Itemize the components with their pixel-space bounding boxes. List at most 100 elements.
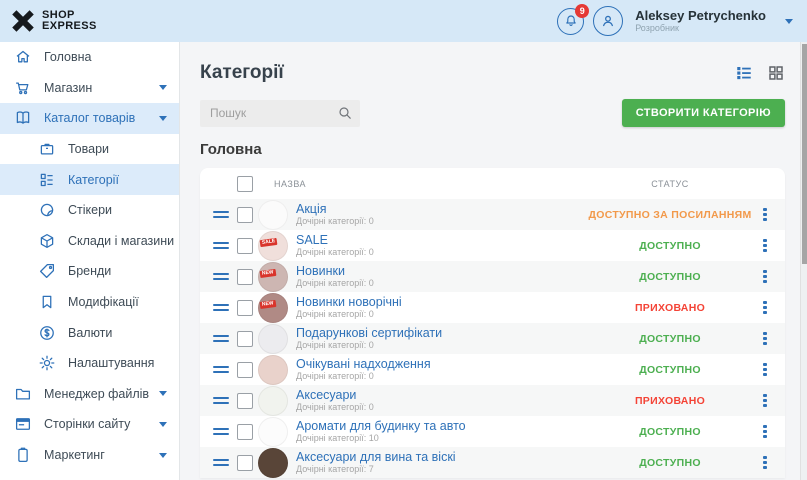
- sidebar-item-label: Налаштування: [68, 356, 155, 371]
- drag-handle-icon[interactable]: [213, 210, 229, 219]
- row-checkbox[interactable]: [237, 299, 253, 316]
- sidebar-item-label: Категорії: [68, 172, 119, 187]
- sidebar-item-stickers[interactable]: Стікери: [0, 195, 179, 226]
- sidebar-item-label: Каталог товарів: [44, 111, 136, 126]
- sidebar-item-home[interactable]: Головна: [0, 42, 179, 73]
- category-link[interactable]: Акція: [296, 202, 327, 216]
- create-category-button[interactable]: СТВОРИТИ КАТЕГОРІЮ: [621, 99, 785, 127]
- children-count: Дочірні категорії: 0: [296, 247, 374, 257]
- category-link[interactable]: Новинки новорічні: [296, 295, 402, 309]
- kebab-menu-icon[interactable]: [759, 424, 771, 439]
- table-row[interactable]: Аксесуари Дочірні категорії: 0 ПРИХОВАНО: [200, 385, 785, 416]
- status-badge: ПРИХОВАНО: [634, 394, 706, 407]
- row-checkbox[interactable]: [237, 237, 253, 254]
- scrollbar-thumb[interactable]: [801, 44, 807, 264]
- drag-handle-icon[interactable]: [213, 396, 229, 405]
- category-image: [258, 385, 288, 416]
- category-image: NEW: [258, 292, 288, 323]
- logo-line2: EXPRESS: [42, 20, 97, 32]
- sidebar-item-currencies[interactable]: Валюти: [0, 317, 179, 348]
- kebab-menu-icon[interactable]: [759, 269, 771, 284]
- status-badge: ДОСТУПНО: [639, 332, 701, 345]
- chevron-down-icon[interactable]: [785, 18, 793, 24]
- row-checkbox[interactable]: [237, 454, 253, 471]
- select-all-checkbox[interactable]: [237, 175, 253, 192]
- status-badge: ПРИХОВАНО: [634, 301, 706, 314]
- scrollbar: [800, 42, 807, 480]
- drag-handle-icon[interactable]: [213, 365, 229, 374]
- category-link[interactable]: Очікувані надходження: [296, 357, 431, 371]
- sidebar-item-settings[interactable]: Налаштування: [0, 348, 179, 379]
- row-checkbox[interactable]: [237, 392, 253, 409]
- user-avatar-button[interactable]: [593, 6, 624, 36]
- row-checkbox[interactable]: [237, 330, 253, 347]
- search-icon[interactable]: [337, 105, 353, 126]
- chevron-down-icon: [159, 452, 167, 458]
- sidebar-item-warehouses[interactable]: Склади і магазини: [0, 226, 179, 257]
- drag-handle-icon[interactable]: [213, 272, 229, 281]
- sidebar-item-categories[interactable]: Категорії: [0, 164, 179, 195]
- row-checkbox[interactable]: [237, 423, 253, 440]
- kebab-menu-icon[interactable]: [759, 300, 771, 315]
- sidebar-item-file-manager[interactable]: Менеджер файлів: [0, 379, 179, 410]
- cart-icon: [14, 79, 32, 97]
- chevron-down-icon: [159, 391, 167, 397]
- table-row[interactable]: Аромати для будинку та авто Дочірні катег…: [200, 416, 785, 447]
- category-link[interactable]: Подарункові сертифікати: [296, 326, 443, 340]
- sidebar-item-products[interactable]: Товари: [0, 134, 179, 165]
- status-badge: ДОСТУПНО: [639, 456, 701, 469]
- kebab-menu-icon[interactable]: [759, 362, 771, 377]
- sidebar-item-catalog[interactable]: Каталог товарів: [0, 103, 179, 134]
- chevron-down-icon: [159, 115, 167, 121]
- sidebar-item-label: Менеджер файлів: [44, 386, 150, 401]
- sidebar: Головна Магазин Каталог товарів Товари К…: [0, 42, 180, 480]
- row-checkbox[interactable]: [237, 268, 253, 285]
- search-input[interactable]: [200, 99, 360, 127]
- kebab-menu-icon[interactable]: [759, 207, 771, 222]
- category-link[interactable]: Новинки: [296, 264, 345, 278]
- kebab-menu-icon[interactable]: [759, 393, 771, 408]
- dollar-icon: [38, 324, 56, 342]
- drag-handle-icon[interactable]: [213, 334, 229, 343]
- grid-view-button[interactable]: [767, 64, 785, 82]
- logo[interactable]: SHOP EXPRESS: [10, 8, 97, 34]
- sidebar-item-modifications[interactable]: Модифікації: [0, 287, 179, 318]
- user-meta: Aleksey Petrychenko Розробник: [635, 8, 766, 34]
- categories-icon: [38, 171, 56, 189]
- sidebar-item-marketing[interactable]: Маркетинг: [0, 440, 179, 471]
- row-checkbox[interactable]: [237, 206, 253, 223]
- kebab-menu-icon[interactable]: [759, 331, 771, 346]
- category-link[interactable]: Аромати для будинку та авто: [296, 419, 466, 433]
- table-row[interactable]: Акція Дочірні категорії: 0 ДОСТУПНО ЗА ПО…: [200, 199, 785, 230]
- sidebar-item-brands[interactable]: Бренди: [0, 256, 179, 287]
- drag-handle-icon[interactable]: [213, 427, 229, 436]
- logo-text: SHOP EXPRESS: [42, 10, 97, 32]
- notifications-button[interactable]: 9: [557, 3, 590, 35]
- sidebar-item-label: Валюти: [68, 325, 113, 340]
- table-row[interactable]: Подарункові сертифікати Дочірні категорії…: [200, 323, 785, 354]
- category-image: [258, 323, 288, 354]
- kebab-menu-icon[interactable]: [759, 238, 771, 253]
- table-row[interactable]: SALE SALE Дочірні категорії: 0 ДОСТУПНО: [200, 230, 785, 261]
- list-view-button[interactable]: [735, 64, 753, 82]
- category-link[interactable]: Аксесуари для вина та віскі: [296, 450, 456, 464]
- search-box: [200, 99, 360, 127]
- sidebar-item-shop[interactable]: Магазин: [0, 73, 179, 104]
- logo-x-icon: [12, 10, 34, 32]
- row-checkbox[interactable]: [237, 361, 253, 378]
- category-link[interactable]: SALE: [296, 233, 328, 247]
- drag-handle-icon[interactable]: [213, 458, 229, 467]
- table-row[interactable]: NEW Новинки новорічні Дочірні категорії: …: [200, 292, 785, 323]
- table-row[interactable]: Аксесуари для вина та віскі Дочірні катег…: [200, 447, 785, 478]
- folder-icon: [14, 385, 32, 403]
- category-link[interactable]: Аксесуари: [296, 388, 357, 402]
- kebab-menu-icon[interactable]: [759, 455, 771, 470]
- drag-handle-icon[interactable]: [213, 303, 229, 312]
- sidebar-item-site-pages[interactable]: Сторінки сайту: [0, 409, 179, 440]
- table-row[interactable]: NEW Новинки Дочірні категорії: 0 ДОСТУПНО: [200, 261, 785, 292]
- table-row[interactable]: Очікувані надходження Дочірні категорії: …: [200, 354, 785, 385]
- cube-icon: [38, 232, 56, 250]
- drag-handle-icon[interactable]: [213, 241, 229, 250]
- main-content: Категорії СТВОРИТИ КАТЕГОРІЮ Головна НАЗ…: [180, 42, 807, 480]
- image-badge: SALE: [259, 237, 278, 247]
